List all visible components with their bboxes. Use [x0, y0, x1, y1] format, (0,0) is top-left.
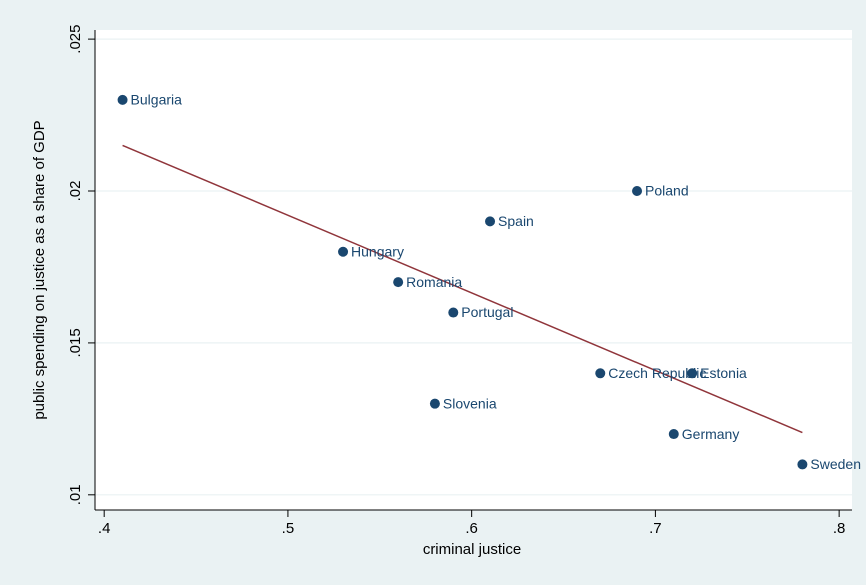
point: [429, 398, 440, 409]
point-label: Slovenia: [443, 395, 497, 411]
y-tick-label: .025: [67, 25, 84, 54]
y-tick-label: .02: [67, 181, 84, 202]
point-label: Estonia: [700, 365, 747, 381]
point: [632, 186, 643, 197]
point-label: Hungary: [351, 243, 404, 259]
point-label: Germany: [682, 426, 740, 442]
x-tick-label: .4: [98, 520, 111, 537]
point: [797, 459, 808, 470]
point: [595, 368, 606, 379]
x-tick-label: .8: [833, 520, 846, 537]
plot-region: [95, 30, 852, 510]
point-label: Sweden: [810, 456, 861, 472]
fit-line: [122, 144, 803, 434]
x-tick-label: .7: [649, 520, 662, 537]
x-tick-label: .6: [465, 520, 478, 537]
point: [117, 94, 128, 105]
point: [448, 307, 459, 318]
point: [485, 216, 496, 227]
x-axis-title: criminal justice: [423, 541, 521, 558]
point: [338, 246, 349, 257]
y-axis-title: public spending on justice as a share of…: [31, 120, 48, 419]
point-label: Poland: [645, 183, 689, 199]
point-label: Portugal: [461, 304, 513, 320]
point: [393, 277, 404, 288]
point: [687, 368, 698, 379]
point-label: Spain: [498, 213, 534, 229]
point-label: Bulgaria: [131, 92, 183, 108]
y-tick-label: .015: [67, 328, 84, 357]
y-tick-label: .01: [67, 484, 84, 505]
point-label: Romania: [406, 274, 462, 290]
point-label: Czech Republic: [608, 365, 706, 381]
x-tick-label: .5: [282, 520, 295, 537]
point: [668, 429, 679, 440]
